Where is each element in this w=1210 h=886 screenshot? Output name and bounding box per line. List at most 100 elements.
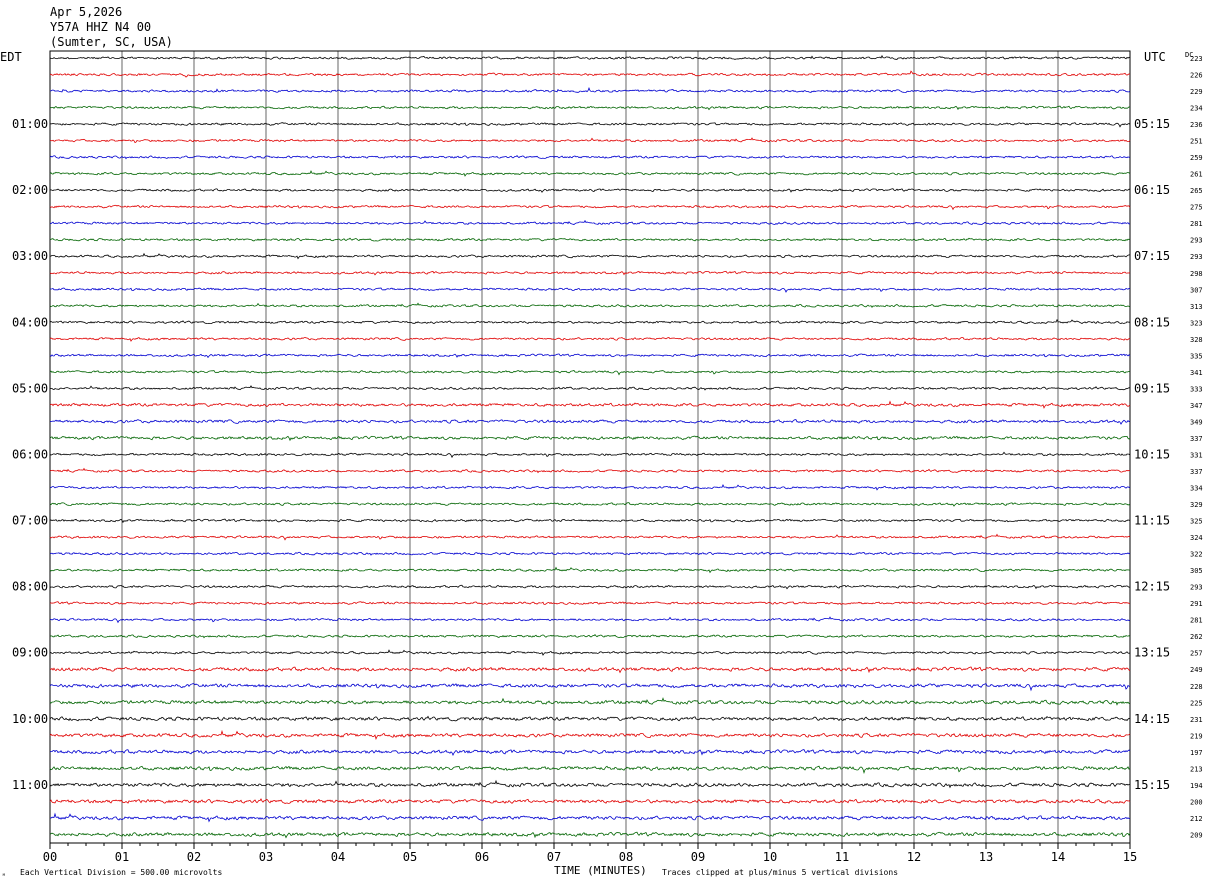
dc-offset-value: 236 [1190, 121, 1203, 129]
dc-offset-value: 347 [1190, 402, 1203, 410]
x-tick-label: 15 [1123, 850, 1137, 864]
seismic-trace [49, 353, 1131, 359]
utc-hour-label: 10:15 [1134, 447, 1170, 461]
dc-offset-labels: 223 226 229 234 236 251 259 261 265 275 281 293 293 2… [1190, 55, 1203, 839]
dc-offset-value: 262 [1190, 633, 1203, 641]
x-tick-label: 01 [115, 850, 129, 864]
dc-offset-value: 219 [1190, 732, 1203, 740]
seismic-trace [49, 302, 1131, 309]
utc-hour-label: 08:15 [1134, 315, 1170, 329]
x-tick-label: 03 [259, 850, 273, 864]
edt-hour-label: 04:00 [12, 315, 48, 329]
dc-offset-value: 275 [1190, 204, 1203, 212]
utc-hour-label: 05:15 [1134, 117, 1170, 131]
edt-hour-label: 01:00 [12, 117, 48, 131]
dc-offset-value: 226 [1190, 72, 1203, 80]
seismic-trace [49, 155, 1131, 160]
x-tick-label: 08 [619, 850, 633, 864]
seismic-trace [49, 467, 1130, 474]
seismic-trace [49, 633, 1131, 639]
seismic-trace [49, 683, 1131, 692]
plot-frame [49, 50, 1131, 844]
seismic-trace [49, 337, 1131, 342]
utc-hour-label: 11:15 [1134, 514, 1170, 528]
edt-hour-labels: 01:00 02:00 03:00 04:00 05:00 06:00 07:00 08:00… [12, 117, 48, 792]
seismic-trace [49, 697, 1131, 706]
dc-offset-value: 334 [1190, 485, 1203, 493]
seismic-trace [49, 122, 1131, 128]
dc-offset-value: 331 [1190, 451, 1203, 459]
edt-hour-label: 05:00 [12, 381, 48, 395]
dc-offset-value: 212 [1190, 815, 1203, 823]
dc-offset-value: 293 [1190, 253, 1203, 261]
x-axis-label: TIME (MINUTES) [554, 864, 647, 877]
dc-offset-value: 229 [1190, 88, 1203, 96]
seismic-trace [49, 566, 1131, 574]
seismic-trace [49, 54, 1131, 60]
seismic-trace [49, 666, 1131, 674]
dc-offset-value: 257 [1190, 650, 1203, 658]
utc-hour-label: 09:15 [1134, 381, 1170, 395]
x-tick-label: 14 [1051, 850, 1065, 864]
utc-hour-label: 12:15 [1134, 580, 1170, 594]
seismic-trace [49, 518, 1131, 524]
dc-offset-value: 349 [1190, 418, 1203, 426]
seismic-trace [49, 484, 1131, 491]
utc-hour-label: 13:15 [1134, 646, 1170, 660]
seismic-trace [49, 601, 1131, 605]
dc-offset-value: 337 [1190, 468, 1203, 476]
edt-hour-label: 08:00 [12, 580, 48, 594]
dc-offset-value: 251 [1190, 138, 1203, 146]
seismic-trace [49, 385, 1131, 391]
dc-offset-value: 313 [1190, 303, 1203, 311]
right-timezone-label: UTC [1144, 50, 1166, 64]
utc-hour-label: 15:15 [1134, 778, 1170, 792]
dc-offset-value: 223 [1190, 55, 1203, 63]
dc-offset-value: 281 [1190, 617, 1203, 625]
edt-hour-label: 03:00 [12, 249, 48, 263]
seismic-trace [49, 370, 1131, 376]
seismic-trace [49, 584, 1131, 590]
x-tick-label: 05 [403, 850, 417, 864]
x-tick-label: 06 [475, 850, 489, 864]
seismic-trace [49, 435, 1131, 442]
seismic-trace [49, 729, 1131, 740]
utc-hour-label: 07:15 [1134, 249, 1170, 263]
edt-hour-label: 06:00 [12, 447, 48, 461]
seismic-trace [49, 170, 1131, 177]
minute-gridlines [49, 50, 1131, 844]
dc-offset-value: 213 [1190, 765, 1203, 773]
dc-offset-value: 298 [1190, 270, 1203, 278]
seismic-trace [49, 779, 1130, 789]
seismic-trace [49, 533, 1131, 541]
dc-header-label: DC [1185, 51, 1193, 59]
seismic-trace [49, 70, 1131, 78]
seismic-trace [49, 765, 1131, 775]
seismic-trace [49, 237, 1131, 242]
utc-hour-labels: 05:15 06:15 07:15 08:15 09:15 10:15 11:15 12:15… [1134, 117, 1170, 792]
seismic-trace [49, 502, 1131, 507]
seismic-trace [49, 649, 1131, 656]
x-tick-label: 12 [907, 850, 921, 864]
edt-hour-label: 02:00 [12, 183, 48, 197]
x-tick-label: 11 [835, 850, 849, 864]
dc-offset-value: 307 [1190, 286, 1203, 294]
seismic-trace [49, 749, 1131, 756]
dc-offset-value: 322 [1190, 551, 1203, 559]
seismic-trace [50, 137, 1131, 144]
edt-hour-label: 11:00 [12, 778, 48, 792]
dc-offset-value: 333 [1190, 385, 1203, 393]
dc-offset-value: 197 [1190, 749, 1203, 757]
utc-hour-label: 14:15 [1134, 712, 1170, 726]
dc-offset-value: 291 [1190, 600, 1203, 608]
left-timezone-label: EDT [0, 50, 22, 64]
x-tick-label: 07 [547, 850, 561, 864]
dc-offset-value: 209 [1190, 831, 1203, 839]
seismic-trace [49, 318, 1131, 325]
dc-offset-value: 341 [1190, 369, 1203, 377]
dc-offset-value: 325 [1190, 518, 1203, 526]
dc-offset-value: 335 [1190, 352, 1203, 360]
seismic-trace [49, 798, 1131, 804]
edt-hour-label: 07:00 [12, 514, 48, 528]
vertical-scale-note: Each Vertical Division = 500.00 microvol… [20, 868, 222, 877]
